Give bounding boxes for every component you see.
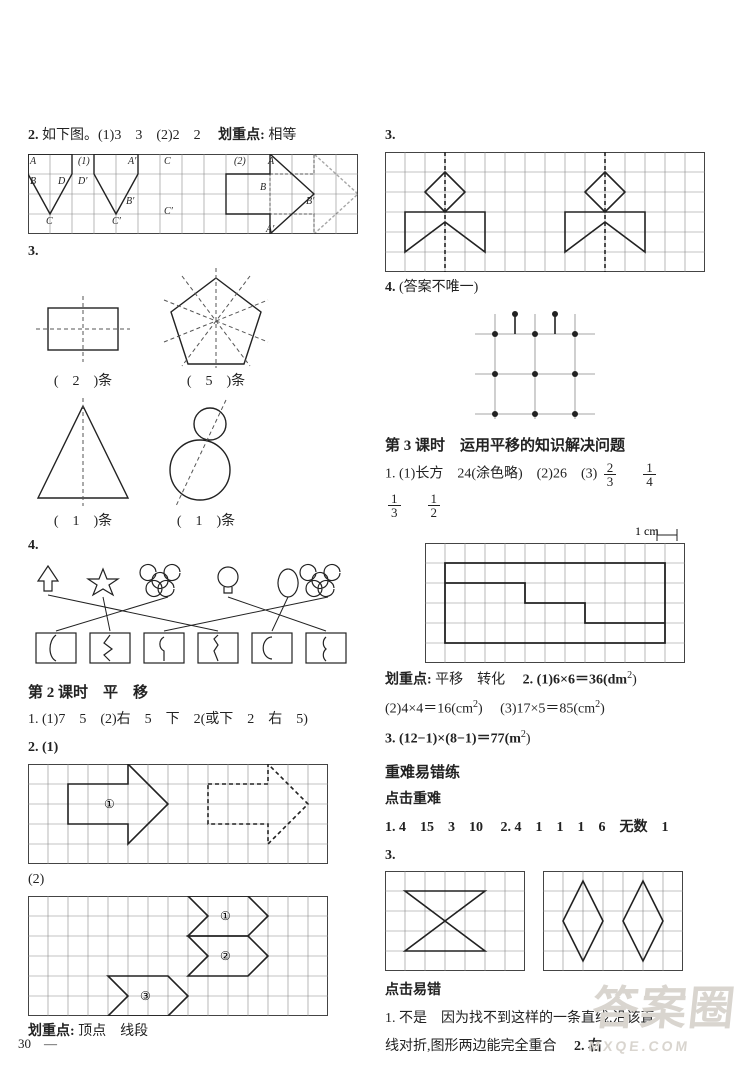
svg-text:A: A <box>29 156 37 167</box>
count-rect: ( 2 )条 <box>28 370 138 390</box>
hard-2: 2. 4 1 1 1 6 无数 1 <box>501 820 669 835</box>
svg-text:A: A <box>267 156 275 167</box>
l2-key: 划重点: 顶点 线段 <box>28 1020 365 1044</box>
hard-1: 1. 4 15 3 10 <box>385 820 497 835</box>
l2-q2b: (2) <box>28 872 44 887</box>
svg-text:D: D <box>57 176 66 187</box>
r-q4-grid <box>465 304 722 424</box>
r-q4: 4. <box>385 280 396 295</box>
l3-q2-2: (2)4×4＝16(cm <box>385 702 473 717</box>
frac-d: 3 <box>388 506 401 519</box>
frac-n: 1 <box>388 492 401 506</box>
svg-text:1 cm: 1 cm <box>635 524 659 538</box>
r-q3: 3. <box>385 128 396 143</box>
r-q3-grid <box>385 152 722 272</box>
hard-sub1: 点击重难 <box>385 788 722 812</box>
l3-q3-text: 3. (12−1)×(8−1)＝77(m <box>385 731 521 746</box>
svg-text:D′: D′ <box>77 176 88 187</box>
hard-3-figs <box>385 871 722 971</box>
frac-d: 2 <box>428 506 441 519</box>
svg-text:C′: C′ <box>164 206 174 217</box>
frac-n: 1 <box>643 461 656 475</box>
l3-q2-3: (3)17×5＝85(cm <box>500 702 595 717</box>
l2-grid2: ① ② ③ <box>28 896 365 1016</box>
l2-grid1: ① <box>28 764 365 864</box>
q4-matching <box>28 561 365 671</box>
paren: ) <box>632 672 637 687</box>
q3-row2: ( 1 )条 ( 1 )条 <box>28 398 365 530</box>
hard-sub2: 点击易错 <box>385 979 722 1003</box>
l3-q1-text: 1. (1)长方 24(涂色略) (2)26 (3) <box>385 466 597 481</box>
svg-text:C: C <box>164 156 171 167</box>
paren: ) <box>478 702 483 717</box>
q3-prefix: 3. <box>28 244 39 259</box>
l3-fig: 1 cm <box>425 523 722 663</box>
l3-q2b: (2)4×4＝16(cm2) (3)17×5＝85(cm2) <box>385 696 722 721</box>
count-snowman: ( 1 )条 <box>156 510 256 530</box>
svg-text:A′: A′ <box>127 156 137 167</box>
count-triangle: ( 1 )条 <box>28 510 138 530</box>
frac-d: 3 <box>604 475 617 488</box>
frac-n: 1 <box>428 492 441 506</box>
fig-q2-grid: A (1) A′ C (2) A D D′ B B B′ C B′ C′ C′ A′ <box>28 154 365 234</box>
err-2: 2. 右 <box>574 1039 602 1054</box>
l3-q1b: 13 12 <box>385 492 722 519</box>
err-1b-line: 线对折,图形两边能完全重合 2. 右 <box>385 1035 722 1059</box>
svg-text:C: C <box>46 216 53 227</box>
svg-text:B′: B′ <box>306 196 315 207</box>
svg-text:A′: A′ <box>265 224 275 234</box>
frac-n: 2 <box>604 461 617 475</box>
hard-3: 3. <box>385 848 396 863</box>
r-q4-note: (答案不唯一) <box>399 280 478 295</box>
q2-text: 如下图。(1)3 3 (2)2 2 <box>42 128 215 143</box>
q2-line: 2. 如下图。(1)3 3 (2)2 2 划重点: 相等 <box>28 124 365 148</box>
q2-key-label: 划重点: <box>218 128 265 143</box>
svg-text:B′: B′ <box>126 196 135 207</box>
err-1b: 线对折,图形两边能完全重合 <box>385 1039 571 1054</box>
l2-key-value: 顶点 线段 <box>78 1024 148 1039</box>
l3-q1: 1. (1)长方 24(涂色略) (2)26 (3) 23 14 <box>385 461 722 488</box>
frac-d: 4 <box>643 475 656 488</box>
svg-text:②: ② <box>220 949 231 963</box>
count-pentagon: ( 5 )条 <box>156 370 276 390</box>
lesson3-title: 第 3 课时 运用平移的知识解决问题 <box>385 434 722 455</box>
svg-text:③: ③ <box>140 989 151 1003</box>
l2-q1: 1. (1)7 5 (2)右 5 下 2(或下 2 右 5) <box>28 708 365 732</box>
paren: ) <box>600 702 605 717</box>
svg-text:①: ① <box>220 909 231 923</box>
q3-row1: ( 2 )条 ( 5 )条 <box>28 268 365 390</box>
l3-q3: 3. (12−1)×(8−1)＝77(m2) <box>385 726 722 751</box>
l3-key-label: 划重点: <box>385 672 432 687</box>
svg-text:(1): (1) <box>78 156 90 167</box>
page-number: 30 — <box>18 1033 57 1052</box>
hard-title: 重难易错练 <box>385 761 722 782</box>
lesson2-title: 第 2 课时 平 移 <box>28 681 365 702</box>
q4-prefix: 4. <box>28 538 39 553</box>
svg-text:(2): (2) <box>234 156 246 167</box>
hard-12: 1. 4 15 3 10 2. 4 1 1 1 6 无数 1 <box>385 816 722 840</box>
err-1: 1. 不是 因为找不到这样的一条直线,沿该直 <box>385 1007 722 1031</box>
q2-prefix: 2. <box>28 128 39 143</box>
l3-q2: 2. (1)6×6＝36(dm <box>523 672 627 687</box>
paren: ) <box>526 731 531 746</box>
l3-key: 划重点: 平移 转化 2. (1)6×6＝36(dm2) <box>385 667 722 692</box>
q2-key-value: 相等 <box>268 128 296 143</box>
svg-text:①: ① <box>104 797 115 811</box>
svg-text:B: B <box>260 182 266 193</box>
l3-key-value: 平移 转化 <box>435 672 519 687</box>
svg-text:C′: C′ <box>112 216 122 227</box>
svg-text:B: B <box>30 176 36 187</box>
l2-q2a: 2. (1) <box>28 740 58 755</box>
